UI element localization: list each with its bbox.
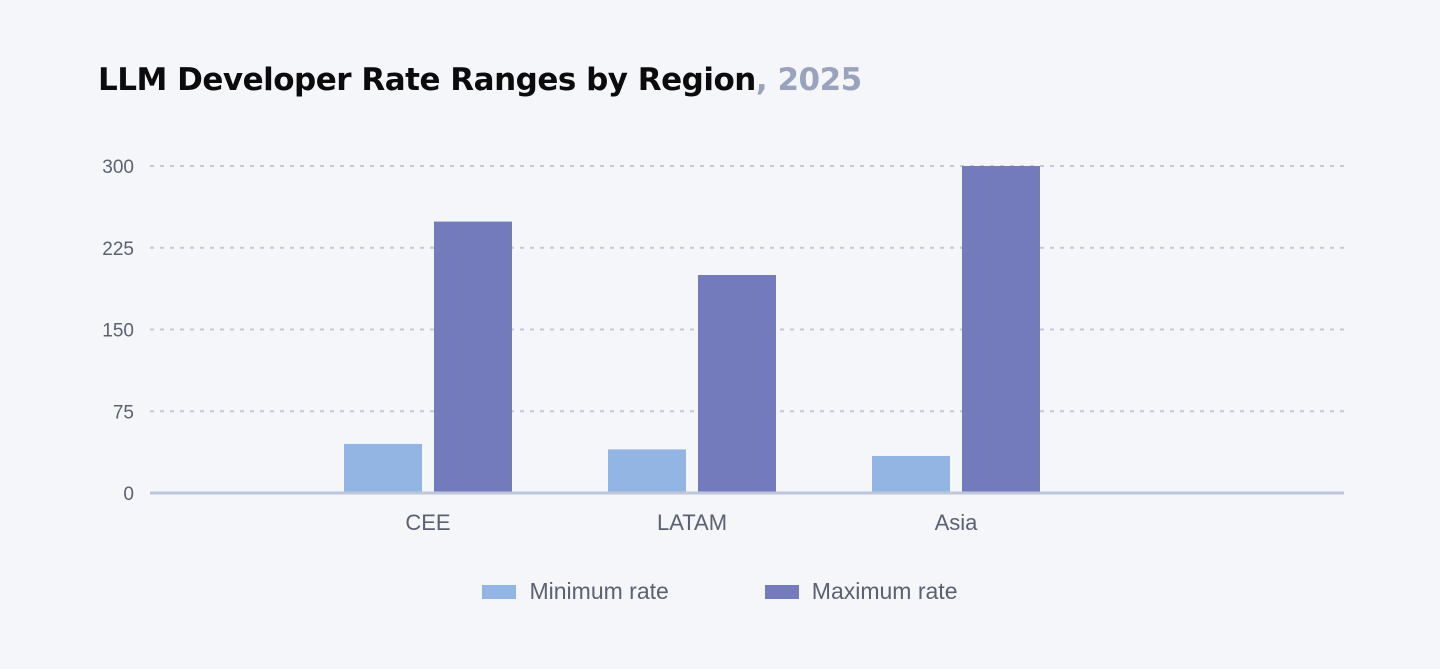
legend: Minimum rate Maximum rate — [0, 578, 1440, 605]
y-tick-label: 150 — [102, 321, 134, 342]
bar-maximum-cee[interactable] — [434, 221, 512, 493]
chart-title-main: LLM Developer Rate Ranges by Region — [98, 62, 756, 98]
legend-label-minimum: Minimum rate — [529, 578, 669, 604]
legend-swatch-maximum — [764, 584, 799, 599]
y-tick-label: 0 — [123, 484, 134, 505]
x-axis-ticks: CEE LATAM Asia — [405, 510, 978, 535]
chart-title-year: , 2025 — [755, 62, 862, 98]
bar-minimum-latam[interactable] — [608, 449, 686, 493]
y-tick-label: 225 — [102, 239, 134, 260]
x-tick-label: CEE — [405, 510, 450, 535]
bar-minimum-asia[interactable] — [872, 455, 950, 493]
bars — [344, 166, 1040, 493]
legend-item-minimum[interactable]: Minimum rate — [482, 578, 669, 605]
legend-swatch-minimum — [482, 584, 517, 599]
bar-minimum-cee[interactable] — [344, 443, 422, 493]
y-axis-ticks: 0 75 150 225 300 — [102, 157, 134, 505]
x-tick-label: LATAM — [657, 510, 727, 535]
y-tick-label: 300 — [102, 157, 134, 178]
bar-maximum-asia[interactable] — [962, 166, 1040, 493]
y-tick-label: 75 — [113, 402, 134, 423]
legend-item-maximum[interactable]: Maximum rate — [764, 578, 958, 605]
chart-title: LLM Developer Rate Ranges by Region, 202… — [98, 62, 862, 98]
legend-label-maximum: Maximum rate — [811, 578, 958, 604]
bar-maximum-latam[interactable] — [698, 275, 776, 493]
x-tick-label: Asia — [935, 510, 979, 535]
